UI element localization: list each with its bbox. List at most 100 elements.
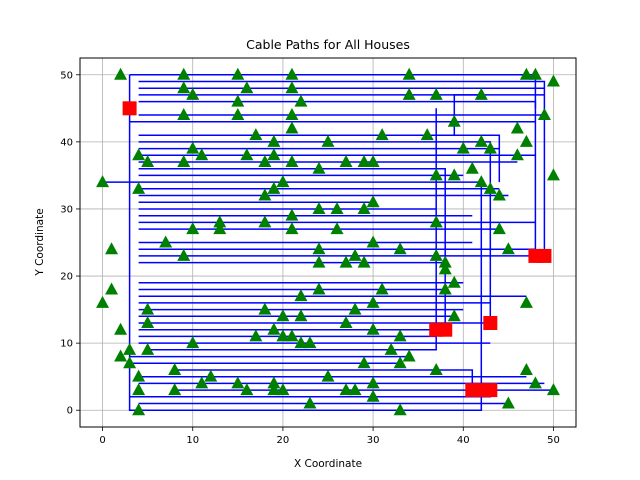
house-marker — [357, 356, 371, 369]
house-marker — [105, 282, 119, 295]
house-marker — [294, 94, 308, 107]
house-marker — [285, 154, 299, 167]
house-marker — [438, 262, 452, 275]
house-marker — [393, 356, 407, 369]
house-marker — [132, 148, 146, 161]
house-marker — [519, 67, 533, 80]
house-marker — [186, 87, 200, 100]
house-marker — [528, 67, 542, 80]
house-marker — [393, 403, 407, 416]
house-marker — [186, 222, 200, 235]
house-marker — [96, 295, 110, 308]
x-axis-label: X Coordinate — [294, 458, 362, 470]
house-marker — [258, 302, 272, 315]
house-marker — [276, 175, 290, 188]
house-marker — [132, 181, 146, 194]
house-marker — [285, 67, 299, 80]
house-marker — [168, 383, 182, 396]
house-marker — [141, 316, 155, 329]
house-marker — [321, 369, 335, 382]
house-marker — [195, 148, 209, 161]
house-marker — [375, 128, 389, 141]
house-marker — [483, 181, 497, 194]
house-marker — [249, 329, 263, 342]
house-marker — [177, 67, 191, 80]
house-marker — [231, 108, 245, 121]
x-tick-label: 40 — [457, 435, 470, 446]
house-marker — [114, 349, 128, 362]
house-marker — [285, 222, 299, 235]
house-marker — [303, 396, 317, 409]
house-marker — [429, 248, 443, 261]
house-marker — [177, 248, 191, 261]
x-tick-label: 0 — [99, 435, 105, 446]
house-marker — [519, 295, 533, 308]
battery-marker — [483, 383, 498, 398]
house-marker — [339, 255, 353, 268]
house-marker — [438, 255, 452, 268]
house-marker — [123, 356, 137, 369]
house-marker — [294, 336, 308, 349]
house-marker — [339, 154, 353, 167]
house-marker — [141, 154, 155, 167]
house-marker — [240, 383, 254, 396]
house-marker — [546, 383, 560, 396]
chart-title: Cable Paths for All Houses — [246, 37, 410, 52]
house-marker — [132, 369, 146, 382]
house-marker — [186, 141, 200, 154]
battery-marker — [438, 322, 453, 337]
y-axis-label: Y Coordinate — [34, 208, 46, 276]
house-marker — [447, 275, 461, 288]
battery-marker — [483, 316, 498, 331]
house-marker — [258, 188, 272, 201]
y-tick-label: 10 — [60, 339, 73, 350]
x-tick-label: 30 — [367, 435, 380, 446]
house-marker — [492, 188, 506, 201]
house-marker — [159, 235, 173, 248]
house-marker — [249, 128, 263, 141]
house-marker — [285, 81, 299, 94]
house-marker — [213, 215, 227, 228]
house-marker — [177, 154, 191, 167]
house-marker — [105, 242, 119, 255]
house-markers — [96, 67, 560, 416]
house-marker — [168, 362, 182, 375]
house-marker — [141, 302, 155, 315]
house-marker — [456, 141, 470, 154]
house-marker — [348, 302, 362, 315]
y-tick-label: 30 — [60, 204, 73, 215]
axis-ticks: 0 10 20 30 40 50 0 10 20 30 40 50 — [60, 70, 560, 446]
house-marker — [267, 134, 281, 147]
house-marker — [267, 181, 281, 194]
battery-marker — [537, 248, 552, 263]
house-marker — [240, 148, 254, 161]
house-marker — [429, 215, 443, 228]
house-marker — [366, 322, 380, 335]
house-marker — [492, 222, 506, 235]
house-marker — [177, 81, 191, 94]
house-marker — [402, 349, 416, 362]
house-marker — [285, 108, 299, 121]
house-marker — [132, 383, 146, 396]
house-marker — [384, 342, 398, 355]
house-marker — [402, 67, 416, 80]
house-marker — [429, 362, 443, 375]
house-marker — [375, 282, 389, 295]
house-marker — [96, 175, 110, 188]
house-marker — [258, 215, 272, 228]
house-marker — [276, 383, 290, 396]
house-marker — [330, 222, 344, 235]
house-marker — [474, 87, 488, 100]
house-marker — [429, 168, 443, 181]
house-marker — [438, 282, 452, 295]
house-marker — [348, 248, 362, 261]
battery-marker — [122, 101, 137, 116]
house-marker — [366, 295, 380, 308]
house-marker — [321, 134, 335, 147]
house-marker — [528, 376, 542, 389]
house-marker — [231, 94, 245, 107]
y-tick-label: 40 — [60, 137, 73, 148]
house-marker — [519, 362, 533, 375]
house-marker — [519, 134, 533, 147]
cable-path — [138, 80, 546, 256]
